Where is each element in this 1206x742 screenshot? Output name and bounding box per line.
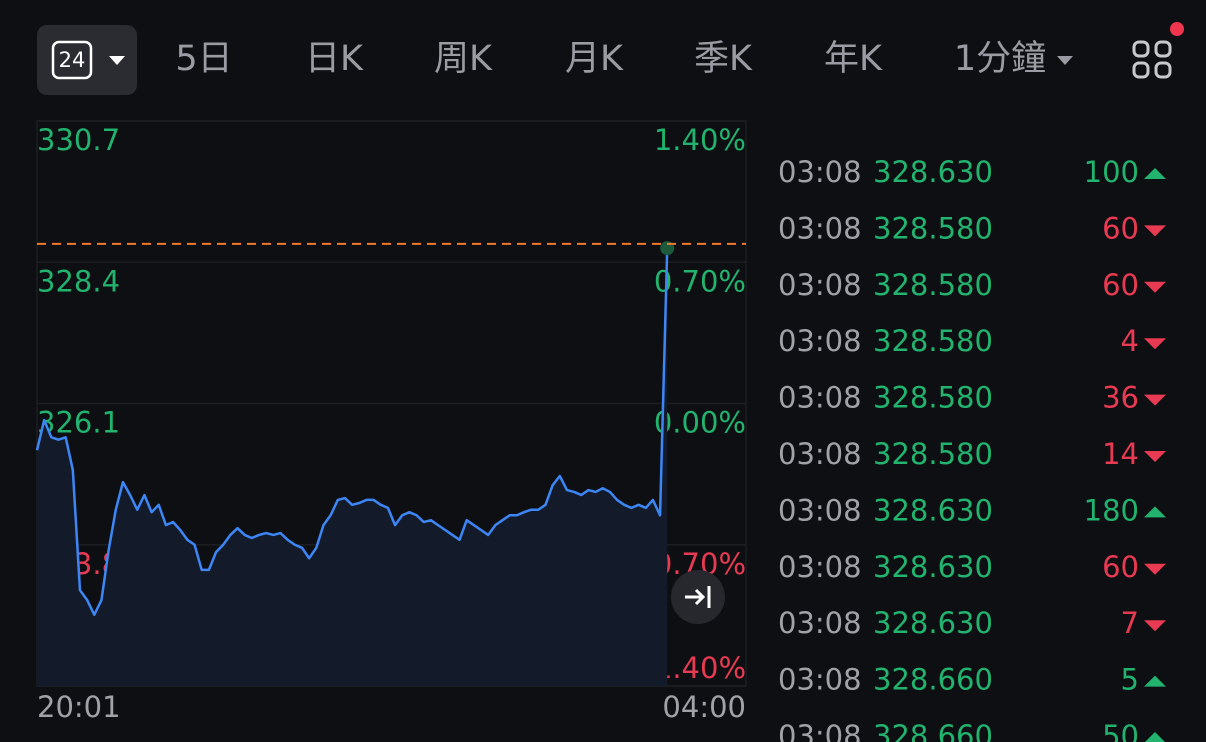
trade-time: 03:08 [778,268,862,302]
direction-icon [1144,675,1166,687]
tab[interactable]: 5日 [175,39,232,79]
tab[interactable]: 年K [824,39,883,79]
trade-time: 03:08 [778,381,862,415]
layout-button[interactable] [1132,40,1172,79]
y-tick-label: 330.7 [37,123,120,157]
trade-price: 328.630 [873,155,993,189]
direction-icon [1144,225,1166,237]
expand-button[interactable] [671,570,725,624]
trade-price: 328.630 [873,606,993,640]
tab[interactable]: 月K [565,39,624,79]
trade-time: 03:08 [778,550,862,584]
trade-price: 328.630 [873,550,993,584]
trade-volume: 7 [1121,606,1139,640]
area [37,248,668,686]
dropdown-arrow [109,56,125,65]
trade-volume: 60 [1102,268,1139,302]
direction-icon [1145,732,1165,742]
trade-volume: 50 [1102,719,1139,742]
trade-time: 03:08 [778,663,862,697]
direction-icon [1144,281,1166,293]
direction-icon [1144,563,1166,575]
direction-icon [1144,620,1166,632]
trade-volume: 4 [1121,324,1139,358]
badge-box [51,40,93,80]
trade-price: 328.580 [873,381,993,415]
icon-cell [1154,61,1172,79]
y-tick-label: 328.4 [37,264,120,298]
trade-price: 328.660 [873,719,993,742]
trade-price: 328.580 [873,324,993,358]
chart: 330.7328.4326.1323.8321.51.40%0.70%0.00%… [35,120,746,724]
trade-volume: 36 [1102,381,1139,415]
badge-text: 24 [59,48,86,72]
direction-icon [1144,338,1166,350]
price-line [35,248,669,617]
trade-price: 328.580 [873,211,993,245]
trade-time: 03:08 [778,155,862,189]
icon-cell [1132,61,1150,79]
expand-icon [685,586,711,608]
trade-list: 03:08 328.630 100 03:08 328.580 60 03:08 328.58… [778,155,1166,742]
trade-volume: 60 [1102,550,1139,584]
trade-price: 328.580 [873,437,993,471]
tab[interactable]: 1分鐘 [954,39,1046,79]
y2-tick-label: 0.00% [654,406,746,440]
trade-price: 328.630 [873,493,993,527]
trade-time: 03:08 [778,437,862,471]
notification-dot [1170,22,1184,36]
y2-tick-label: 0.70% [654,264,746,298]
tab[interactable]: 季K [694,39,753,79]
trade-volume: 60 [1102,211,1139,245]
direction-icon [1144,451,1166,462]
direction-icon [1144,168,1166,179]
trade-volume: 5 [1121,663,1139,697]
y2-tick-label: 1.40% [654,123,746,157]
direction-icon [1144,506,1166,518]
x-tick-label: 04:00 [662,690,746,724]
icon-cell [1132,40,1150,58]
trade-time: 03:08 [778,606,862,640]
trade-time: 03:08 [778,493,862,527]
trade-time: 03:08 [778,324,862,358]
x-tick-label: 20:01 [37,690,121,724]
trade-volume: 14 [1102,437,1139,471]
dropdown-arrow [1057,56,1073,65]
trade-volume: 100 [1084,155,1139,189]
badge-button[interactable]: 24 [37,25,137,95]
trade-time: 03:08 [778,719,862,742]
trade-price: 328.660 [873,663,993,697]
tab[interactable]: 周K [434,39,493,79]
trade-time: 03:08 [778,211,862,245]
trade-price: 328.580 [873,268,993,302]
trade-volume: 180 [1084,493,1139,527]
tab[interactable]: 日K [305,39,364,79]
icon-cell [1154,40,1172,58]
direction-icon [1144,394,1166,406]
